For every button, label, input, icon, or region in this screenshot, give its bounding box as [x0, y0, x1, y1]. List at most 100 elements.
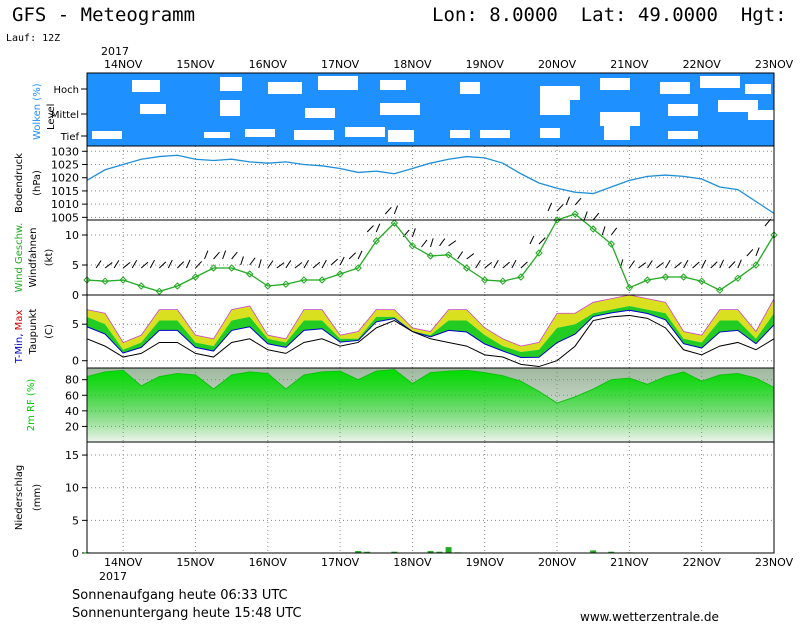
wind-marker	[517, 273, 525, 281]
y-tick-label: 10	[65, 482, 79, 495]
date-label-bottom: 19NOV	[466, 556, 505, 569]
wind-barb	[104, 262, 113, 269]
date-label-top: 15NOV	[176, 58, 215, 71]
wind-barb	[601, 226, 606, 236]
wind-barb	[276, 262, 285, 269]
wind-marker	[209, 264, 218, 272]
date-label-top: 21NOV	[610, 58, 649, 71]
cloud-level-label: Hoch	[54, 85, 79, 96]
wind-barb	[728, 261, 736, 269]
wind-marker	[191, 273, 200, 281]
wind-barb	[113, 260, 120, 269]
wind-barb	[692, 261, 700, 269]
wind-barb	[384, 206, 392, 215]
wind-barb	[321, 259, 327, 269]
date-label-bottom: 23NOV	[755, 556, 794, 569]
cloud-block	[700, 76, 740, 88]
wind-marker	[553, 216, 561, 224]
precip-bar	[608, 551, 615, 553]
wind-line	[86, 213, 775, 293]
precip-ylabel-2: (mm)	[32, 484, 43, 511]
wind-barb	[638, 262, 646, 269]
wind-barb	[339, 256, 345, 266]
website-text: www.wetterzentrale.de	[580, 610, 719, 624]
pressure-ylabel-2: (hPa)	[32, 170, 43, 196]
wind-barb	[258, 259, 262, 269]
wind-barb	[466, 253, 475, 260]
title: GFS - Meteogramm	[12, 4, 195, 26]
wind-barb	[710, 261, 718, 269]
cloud-block	[748, 110, 774, 120]
wind-barb	[610, 227, 618, 236]
date-label-top: 22NOV	[683, 58, 722, 71]
wind-barb	[520, 261, 528, 269]
wind-barb	[375, 223, 381, 233]
wind-marker	[716, 286, 724, 294]
wind-barb	[647, 260, 653, 269]
date-label-top: 17NOV	[321, 58, 360, 71]
cloud-block	[132, 80, 160, 92]
panel-frame	[86, 441, 775, 554]
wind-barb	[674, 261, 682, 269]
wind-barb	[204, 250, 209, 260]
cloud-block	[540, 86, 580, 100]
wind-barb	[167, 259, 173, 269]
y-tick-label: 5	[72, 259, 79, 272]
wind-barb	[303, 260, 310, 269]
y-tick-label: 1005	[51, 211, 79, 224]
run-label: Lauf: 12Z	[6, 33, 60, 44]
wind-marker	[625, 284, 634, 292]
y-tick-label: 1020	[51, 172, 79, 185]
date-label-bottom: 18NOV	[393, 556, 432, 569]
wind-barb	[656, 262, 664, 269]
wind-barb	[583, 211, 588, 221]
date-label-bottom: 16NOV	[249, 556, 288, 569]
coords: Lon: 8.0000 Lat: 49.0000 Hgt: 17	[432, 4, 800, 26]
wind-marker	[227, 264, 236, 272]
wind-barb	[267, 260, 274, 269]
cloud-block	[745, 84, 771, 94]
y-tick-label: 1015	[51, 185, 79, 198]
date-label-bottom: 20NOV	[538, 556, 577, 569]
cloud-background	[87, 73, 774, 146]
wind-marker	[264, 282, 272, 290]
sunrise-text: Sonnenaufgang heute 06:33 UTC	[72, 588, 288, 603]
date-label-top: 20NOV	[538, 58, 577, 71]
tmax-line	[86, 294, 775, 347]
precip-bar	[590, 550, 597, 553]
temp-ylabel-tmin: T-Min,	[14, 330, 25, 364]
rh-area	[87, 369, 774, 442]
date-label-top: 14NOV	[104, 58, 143, 71]
cloud-block	[204, 132, 230, 138]
wind-marker	[354, 264, 362, 272]
cloud-block	[480, 130, 510, 138]
wind-barb	[95, 260, 102, 269]
dewpoint-line	[86, 314, 775, 368]
wind-ylabel-3: (kt)	[44, 249, 55, 267]
y-tick-label: 5	[72, 318, 79, 331]
wind-barb	[556, 204, 564, 212]
wind-barb	[484, 261, 493, 269]
pressure-ylabel-1: Bodendruck	[14, 153, 25, 213]
precip-bar	[427, 551, 434, 553]
wind-marker	[589, 225, 597, 233]
wind-barb	[475, 260, 481, 269]
precip-bar	[391, 551, 398, 553]
cloud-block	[668, 104, 698, 116]
wind-barb	[737, 259, 742, 269]
wind-barb	[448, 240, 457, 247]
wind-barb	[755, 247, 760, 257]
cloud-block	[294, 130, 334, 140]
wind-barb	[185, 259, 191, 269]
date-label-bottom: 17NOV	[321, 556, 360, 569]
rh-line	[86, 369, 775, 404]
wind-marker	[679, 273, 688, 281]
wind-barb	[131, 259, 138, 269]
wind-marker	[155, 287, 164, 296]
wind-barb	[285, 260, 292, 269]
wind-barb	[502, 261, 510, 269]
wind-barb	[701, 259, 707, 269]
date-label-bottom: 14NOV	[104, 556, 143, 569]
temp-ylabel-3: (C)	[44, 324, 55, 339]
